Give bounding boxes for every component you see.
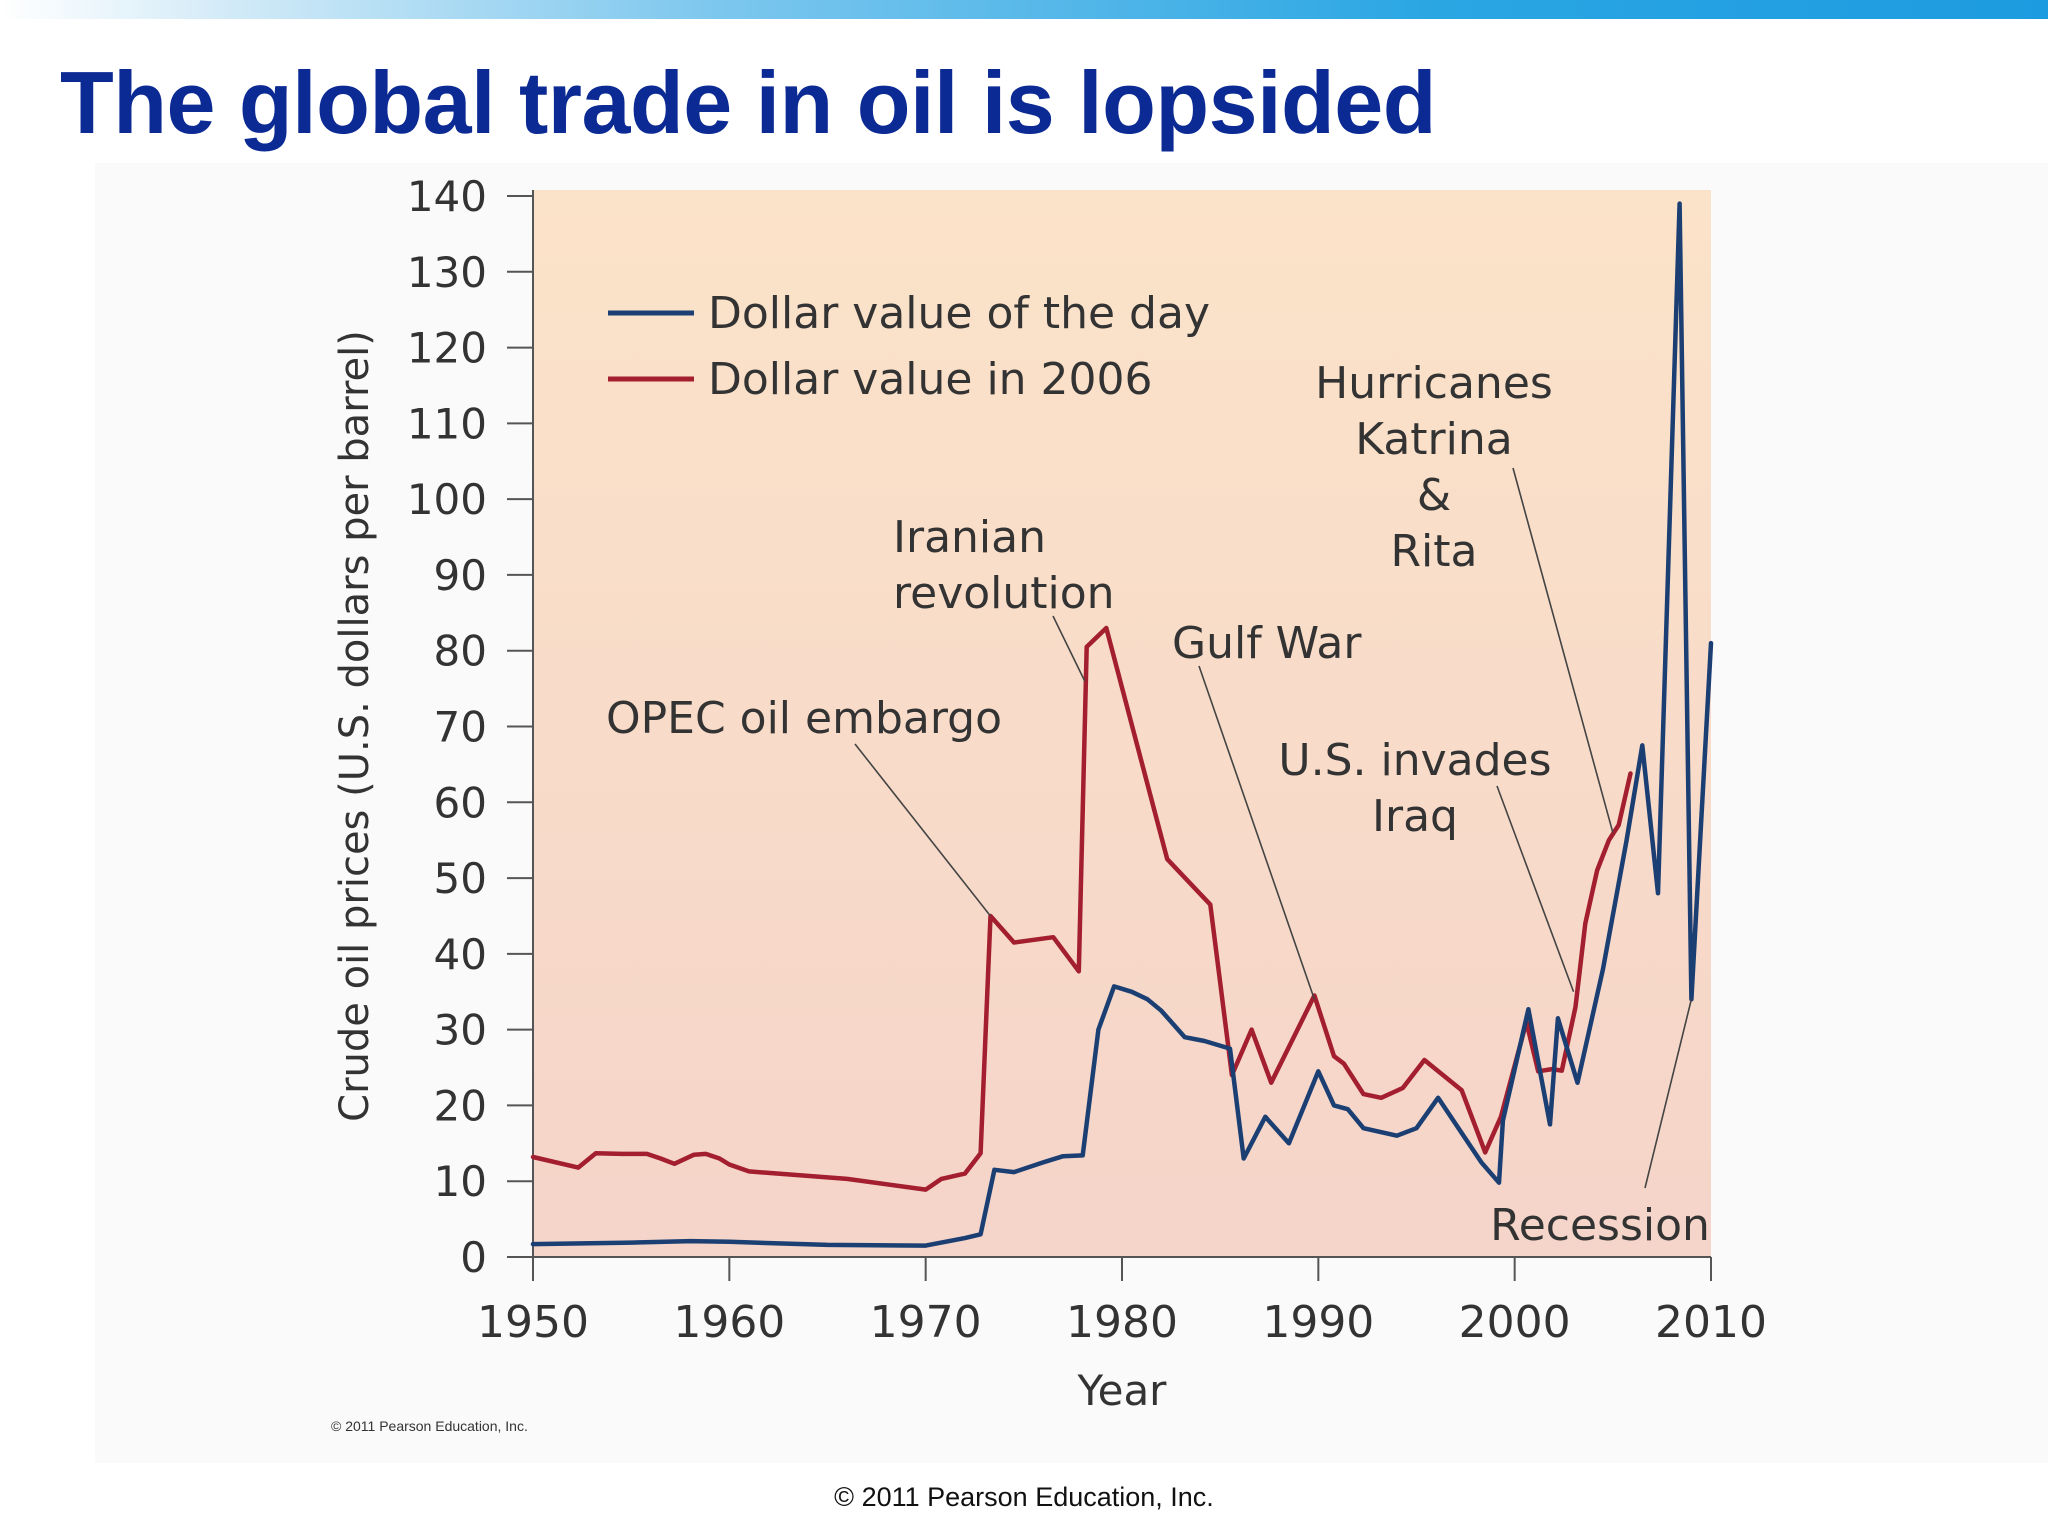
- annotation-line: Iranian: [893, 512, 1046, 563]
- x-tick-label: 2000: [1459, 1297, 1571, 1348]
- figure-credit: © 2011 Pearson Education, Inc.: [331, 1418, 528, 1434]
- y-axis: 0 10 20 30 40 50 60 70 80 90 100 110 120 130 140: [407, 172, 534, 1282]
- y-tick-label: 80: [434, 627, 487, 676]
- annotation-leader-iran: [1052, 615, 1086, 682]
- y-tick-label: 100: [407, 475, 487, 524]
- legend: Dollar value of the day Dollar value in 2…: [608, 288, 1210, 405]
- y-tick-label: 40: [434, 930, 487, 979]
- legend-label-0: Dollar value of the day: [708, 288, 1210, 339]
- annotation-line: Hurricanes: [1315, 358, 1553, 409]
- annotation-line: Iraq: [1372, 791, 1458, 842]
- x-tick-label: 1970: [870, 1297, 982, 1348]
- y-tick-label: 50: [434, 854, 487, 903]
- annotation-leader-recession: [1644, 999, 1693, 1189]
- annotation-leader-iraq: [1496, 785, 1575, 993]
- annotation-line: Gulf War: [1172, 618, 1362, 669]
- y-tick-label: 90: [434, 551, 487, 600]
- legend-label-1: Dollar value in 2006: [708, 354, 1153, 405]
- annotation-line: OPEC oil embargo: [606, 693, 1002, 744]
- x-tick-label: 1950: [477, 1297, 589, 1348]
- y-tick-label: 60: [434, 778, 487, 827]
- annotation-line: revolution: [893, 568, 1115, 619]
- x-tick-label: 1960: [673, 1297, 785, 1348]
- slide-title: The global trade in oil is lopsided: [60, 53, 1436, 152]
- annotation-leader-opec: [854, 743, 992, 917]
- x-tick-label: 1980: [1066, 1297, 1178, 1348]
- x-tick-label: 2010: [1655, 1297, 1767, 1348]
- y-tick-label: 120: [407, 324, 487, 373]
- annotation-leader-gulf: [1198, 665, 1316, 1000]
- y-tick-label: 110: [407, 399, 487, 448]
- annotation-line: Katrina: [1355, 414, 1512, 465]
- y-tick-label: 140: [407, 172, 487, 221]
- y-axis-title: Crude oil prices (U.S. dollars per barre…: [332, 330, 378, 1122]
- annotation-iran: Iranian revolution: [893, 512, 1115, 619]
- series-line-0: [530, 201, 1714, 1248]
- annotation-leader-katrina: [1512, 467, 1614, 833]
- y-tick-label: 30: [434, 1006, 487, 1055]
- y-tick-label: 130: [407, 248, 487, 297]
- y-tick-label: 10: [434, 1157, 487, 1206]
- x-axis: 1950 1960 1970 1980 1990 2000 2010: [477, 1256, 1767, 1348]
- footer-credit: © 2011 Pearson Education, Inc.: [834, 1482, 1214, 1512]
- series-line-1: [530, 625, 1633, 1192]
- y-tick-label: 70: [434, 703, 487, 752]
- annotation-line: Recession: [1490, 1200, 1710, 1251]
- x-axis-title: Year: [1077, 1366, 1168, 1415]
- series-lines: [530, 201, 1714, 1248]
- annotation-line: U.S. invades: [1278, 735, 1551, 786]
- annotation-opec: OPEC oil embargo: [606, 693, 1002, 744]
- annotations: OPEC oil embargo Iranian revolution Gulf Wa…: [606, 358, 1710, 1251]
- y-tick-label: 0: [460, 1233, 487, 1282]
- annotation-line: Rita: [1390, 526, 1477, 577]
- slide-header-bar: [0, 0, 2048, 19]
- annotation-gulf: Gulf War: [1172, 618, 1362, 669]
- annotation-iraq: U.S. invades Iraq: [1278, 735, 1551, 842]
- y-tick-label: 20: [434, 1081, 487, 1130]
- x-tick-label: 1990: [1262, 1297, 1374, 1348]
- annotation-recession: Recession: [1490, 1200, 1710, 1251]
- annotation-line: &: [1417, 470, 1451, 521]
- annotation-katrina: Hurricanes Katrina & Rita: [1315, 358, 1553, 577]
